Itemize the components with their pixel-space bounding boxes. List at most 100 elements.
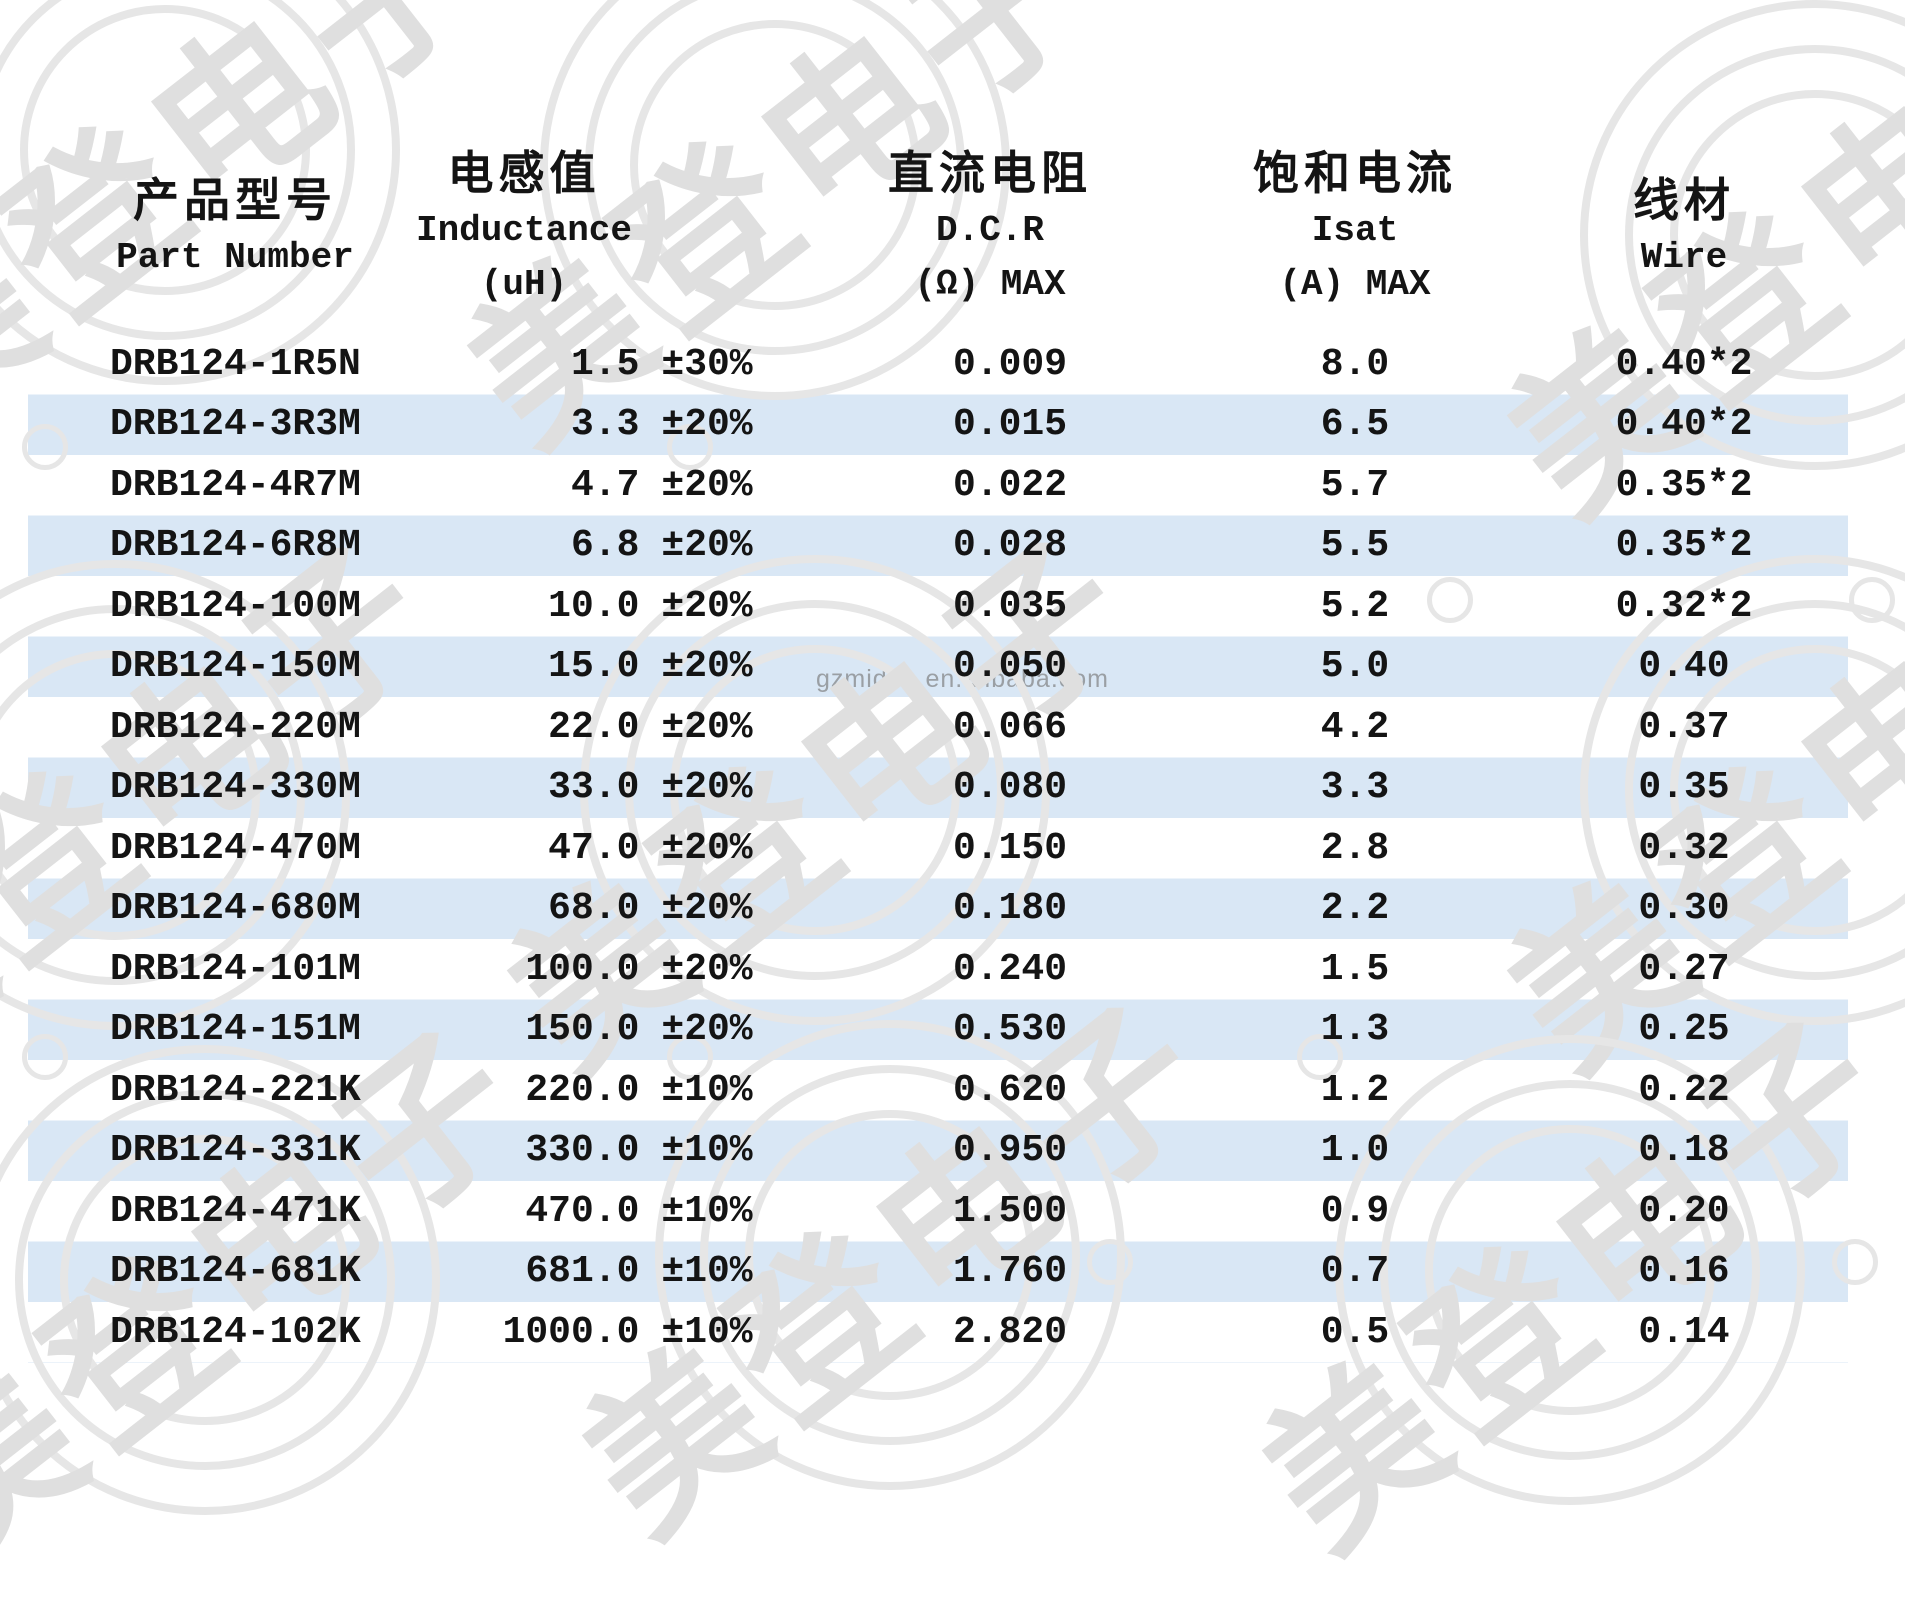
cell-part-number: DRB124-100M xyxy=(110,584,361,628)
inductance-tolerance: ±20% xyxy=(661,524,753,568)
cell-part-number: DRB124-101M xyxy=(110,947,361,991)
inductance-value: 470.0 xyxy=(525,1189,640,1233)
cell-inductance: 3.3 ±20% xyxy=(418,403,830,446)
cell-inductance: 33.0 ±20% xyxy=(418,766,830,809)
cell-inductance: 220.0 ±10% xyxy=(418,1069,830,1112)
inductance-value: 4.7 xyxy=(570,463,640,507)
header-col-isat: 饱和电流 Isat (A) MAX xyxy=(1190,120,1520,334)
inductance-tolerance: ±10% xyxy=(661,1310,753,1354)
cell-dcr: 0.530 xyxy=(952,1008,1068,1052)
cell-isat: 1.2 xyxy=(1320,1068,1390,1112)
cell-isat: 5.5 xyxy=(1320,524,1390,568)
cell-inductance: 330.0 ±10% xyxy=(418,1129,830,1172)
cell-dcr: 0.035 xyxy=(952,584,1068,628)
zebra-stripe-overlay xyxy=(28,334,1848,1363)
header-isat-zh: 饱和电流 xyxy=(1253,146,1457,200)
header-part-en: Part Number xyxy=(116,237,354,278)
header-isat-en: Isat xyxy=(1311,210,1399,251)
header-inductance-en: Inductance xyxy=(415,210,633,251)
cell-inductance: 15.0 ±20% xyxy=(418,645,830,688)
header-col-part-number: 产品型号 Part Number xyxy=(40,120,430,334)
cell-wire: 0.35*2 xyxy=(1615,524,1753,568)
cell-inductance: 150.0 ±20% xyxy=(418,1008,830,1051)
cell-isat: 0.7 xyxy=(1320,1250,1390,1294)
cell-wire: 0.20 xyxy=(1638,1189,1730,1233)
inductance-tolerance: ±20% xyxy=(661,766,753,810)
cell-wire: 0.32*2 xyxy=(1615,584,1753,628)
cell-part-number: DRB124-331K xyxy=(110,1129,361,1173)
cell-inductance: 681.0 ±10% xyxy=(418,1250,830,1293)
inductance-value: 330.0 xyxy=(525,1129,640,1173)
table-row: DRB124-102K 1000.0 ±10% 2.820 0.5 0.14 xyxy=(28,1302,1848,1363)
cell-wire: 0.30 xyxy=(1638,887,1730,931)
inductance-value: 10.0 xyxy=(548,584,640,628)
inductance-tolerance: ±30% xyxy=(661,342,753,386)
cell-dcr: 0.080 xyxy=(952,766,1068,810)
cell-inductance: 470.0 ±10% xyxy=(418,1190,830,1233)
cell-part-number: DRB124-4R7M xyxy=(110,463,361,507)
cell-wire: 0.40*2 xyxy=(1615,342,1753,386)
watermark-small-ring xyxy=(1849,577,1895,623)
cell-isat: 5.2 xyxy=(1320,584,1390,628)
cell-inductance: 22.0 ±20% xyxy=(418,706,830,749)
cell-wire: 0.16 xyxy=(1638,1250,1730,1294)
inductance-tolerance: ±10% xyxy=(661,1068,753,1112)
cell-inductance: 1000.0 ±10% xyxy=(418,1311,830,1354)
header-wire-zh: 线材 xyxy=(1633,173,1735,227)
inductance-tolerance: ±20% xyxy=(661,584,753,628)
inductance-value: 150.0 xyxy=(525,1008,640,1052)
cell-dcr: 1.760 xyxy=(952,1250,1068,1294)
cell-wire: 0.25 xyxy=(1638,1008,1730,1052)
inductance-tolerance: ±20% xyxy=(661,1008,753,1052)
cell-dcr: 0.009 xyxy=(952,342,1068,386)
inductance-value: 681.0 xyxy=(525,1250,640,1294)
cell-isat: 3.3 xyxy=(1320,766,1390,810)
header-wire-en: Wire xyxy=(1640,237,1728,278)
cell-wire: 0.37 xyxy=(1638,705,1730,749)
cell-isat: 4.2 xyxy=(1320,705,1390,749)
cell-dcr: 0.240 xyxy=(952,947,1068,991)
table-row: DRB124-471K 470.0 ±10% 1.500 0.9 0.20 xyxy=(28,1181,1848,1242)
table-row: DRB124-101M 100.0 ±20% 0.240 1.5 0.27 xyxy=(28,939,1848,1000)
cell-part-number: DRB124-220M xyxy=(110,705,361,749)
table-row: DRB124-150M 15.0 ±20% 0.050 5.0 0.40 xyxy=(28,637,1848,698)
cell-isat: 8.0 xyxy=(1320,342,1390,386)
inductance-tolerance: ±20% xyxy=(661,463,753,507)
table-row: DRB124-100M 10.0 ±20% 0.035 5.2 0.32*2 xyxy=(28,576,1848,637)
cell-isat: 2.2 xyxy=(1320,887,1390,931)
inductance-value: 68.0 xyxy=(548,887,640,931)
cell-dcr: 0.950 xyxy=(952,1129,1068,1173)
cell-inductance: 6.8 ±20% xyxy=(418,524,830,567)
cell-inductance: 4.7 ±20% xyxy=(418,464,830,507)
table-row: DRB124-680M 68.0 ±20% 0.180 2.2 0.30 xyxy=(28,879,1848,940)
cell-part-number: DRB124-330M xyxy=(110,766,361,810)
cell-isat: 6.5 xyxy=(1320,403,1390,447)
cell-isat: 1.0 xyxy=(1320,1129,1390,1173)
table-row: DRB124-6R8M 6.8 ±20% 0.028 5.5 0.35*2 xyxy=(28,516,1848,577)
inductance-value: 1.5 xyxy=(570,342,640,386)
cell-part-number: DRB124-221K xyxy=(110,1068,361,1112)
cell-isat: 5.7 xyxy=(1320,463,1390,507)
cell-wire: 0.35*2 xyxy=(1615,463,1753,507)
cell-inductance: 10.0 ±20% xyxy=(418,585,830,628)
header-dcr-en: D.C.R xyxy=(935,210,1045,251)
cell-dcr: 0.066 xyxy=(952,705,1068,749)
table-row: DRB124-151M 150.0 ±20% 0.530 1.3 0.25 xyxy=(28,1000,1848,1061)
cell-part-number: DRB124-102K xyxy=(110,1310,361,1354)
inductance-tolerance: ±10% xyxy=(661,1189,753,1233)
header-col-dcr: 直流电阻 D.C.R (Ω) MAX xyxy=(810,120,1170,334)
cell-dcr: 1.500 xyxy=(952,1189,1068,1233)
cell-dcr: 0.620 xyxy=(952,1068,1068,1112)
inductance-value: 33.0 xyxy=(548,766,640,810)
cell-part-number: DRB124-151M xyxy=(110,1008,361,1052)
inductance-tolerance: ±20% xyxy=(661,826,753,870)
cell-inductance: 100.0 ±20% xyxy=(418,948,830,991)
cell-dcr: 2.820 xyxy=(952,1310,1068,1354)
table-row: DRB124-470M 47.0 ±20% 0.150 2.8 0.32 xyxy=(28,818,1848,879)
inductance-tolerance: ±20% xyxy=(661,947,753,991)
table-rows: DRB124-1R5N 1.5 ±30% 0.009 8.0 0.40*2 DRB124-3… xyxy=(28,334,1848,1363)
cell-isat: 0.9 xyxy=(1320,1189,1390,1233)
cell-dcr: 0.150 xyxy=(952,826,1068,870)
cell-wire: 0.35 xyxy=(1638,766,1730,810)
